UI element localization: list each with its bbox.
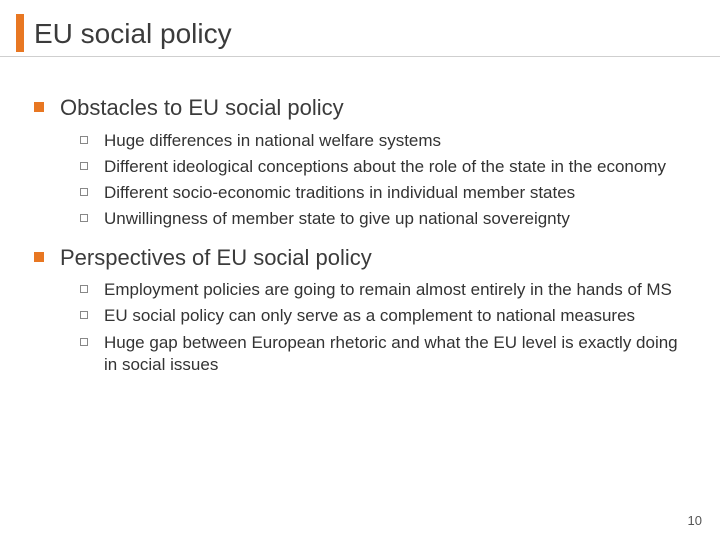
page-number: 10: [688, 513, 702, 528]
title-accent-bar: [16, 14, 24, 52]
list-item-text: Huge gap between European rhetoric and w…: [104, 332, 690, 376]
hollow-square-bullet-icon: [80, 285, 88, 293]
list-item-text: Different socio-economic traditions in i…: [104, 182, 575, 204]
list-item: Employment policies are going to remain …: [80, 279, 690, 301]
hollow-square-bullet-icon: [80, 136, 88, 144]
list-item: Huge differences in national welfare sys…: [80, 130, 690, 152]
list-item: Unwillingness of member state to give up…: [80, 208, 690, 230]
list-item-text: Unwillingness of member state to give up…: [104, 208, 570, 230]
list-item-text: Huge differences in national welfare sys…: [104, 130, 441, 152]
list-item: Huge gap between European rhetoric and w…: [80, 332, 690, 376]
section-heading-text: Obstacles to EU social policy: [60, 94, 344, 122]
section-heading: Perspectives of EU social policy: [34, 244, 690, 272]
list-item: Different socio-economic traditions in i…: [80, 182, 690, 204]
slide-title: EU social policy: [34, 18, 720, 50]
slide-body: Obstacles to EU social policy Huge diffe…: [0, 60, 720, 376]
hollow-square-bullet-icon: [80, 311, 88, 319]
title-region: EU social policy: [0, 0, 720, 60]
hollow-square-bullet-icon: [80, 214, 88, 222]
list-item: EU social policy can only serve as a com…: [80, 305, 690, 327]
section-items: Employment policies are going to remain …: [80, 279, 690, 375]
section-heading-text: Perspectives of EU social policy: [60, 244, 372, 272]
section-heading: Obstacles to EU social policy: [34, 94, 690, 122]
title-underline: [0, 56, 720, 57]
hollow-square-bullet-icon: [80, 188, 88, 196]
list-item-text: EU social policy can only serve as a com…: [104, 305, 635, 327]
hollow-square-bullet-icon: [80, 162, 88, 170]
section-items: Huge differences in national welfare sys…: [80, 130, 690, 230]
square-bullet-icon: [34, 102, 44, 112]
hollow-square-bullet-icon: [80, 338, 88, 346]
list-item-text: Employment policies are going to remain …: [104, 279, 672, 301]
square-bullet-icon: [34, 252, 44, 262]
list-item: Different ideological conceptions about …: [80, 156, 690, 178]
list-item-text: Different ideological conceptions about …: [104, 156, 666, 178]
